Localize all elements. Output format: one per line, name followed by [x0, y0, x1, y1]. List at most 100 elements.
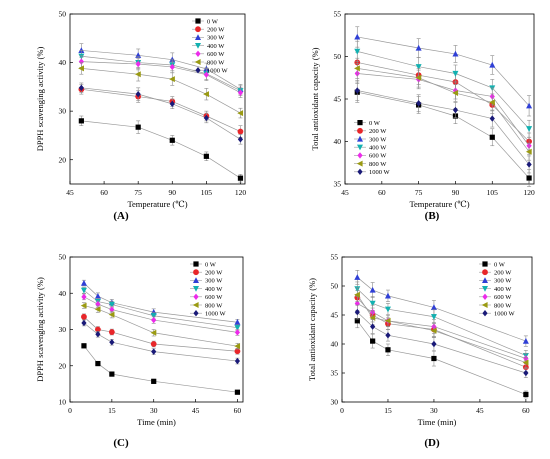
data-point: [526, 161, 532, 168]
y-tick-label: 35: [334, 180, 342, 189]
data-point: [452, 90, 459, 97]
legend-label: 800 W: [369, 161, 387, 168]
data-point: [384, 292, 391, 299]
x-tick-label: 60: [100, 188, 108, 197]
legend-marker: [357, 144, 363, 151]
legend-label: 400 W: [205, 286, 223, 293]
y-axis-label: DPPH scavenging activity (%): [35, 277, 45, 382]
data-series: [81, 293, 241, 336]
panel-label: (A): [113, 210, 129, 222]
legend-label: 0 W: [205, 261, 217, 268]
x-tick-label: 60: [378, 188, 386, 197]
data-series: [354, 57, 532, 161]
data-series: [354, 270, 529, 347]
data-point: [203, 114, 209, 122]
y-tick-label: 50: [334, 52, 342, 61]
x-tick-label: 15: [108, 406, 116, 415]
x-tick-label: 60: [234, 406, 242, 415]
y-tick-label: 40: [59, 289, 67, 298]
y-tick-label: 50: [59, 10, 67, 19]
y-axis-label: Total antioxidant capacity (%): [310, 47, 320, 150]
data-point: [354, 308, 360, 316]
data-series: [78, 55, 244, 98]
x-tick-label: 0: [340, 406, 344, 415]
series-line: [81, 87, 241, 140]
x-tick-label: 45: [476, 406, 484, 415]
data-point: [354, 87, 360, 94]
data-point: [151, 378, 157, 384]
y-tick-label: 55: [331, 253, 339, 262]
data-point: [95, 331, 101, 338]
data-point: [523, 369, 529, 377]
data-series: [78, 62, 244, 119]
data-point: [430, 304, 437, 311]
y-tick-label: 35: [331, 369, 339, 378]
legend-label: 600 W: [369, 153, 387, 160]
data-point: [431, 340, 437, 348]
data-point: [522, 359, 529, 366]
legend-label: 800 W: [205, 302, 223, 309]
data-point: [415, 44, 422, 51]
series-line: [81, 88, 241, 132]
data-point: [452, 50, 459, 57]
legend-marker: [193, 261, 199, 267]
legend-marker: [195, 18, 201, 24]
y-tick-label: 40: [334, 137, 342, 146]
x-tick-label: 45: [192, 406, 200, 415]
data-point: [354, 291, 360, 298]
data-point: [526, 175, 532, 181]
x-tick-label: 30: [430, 406, 438, 415]
plot-frame: [341, 256, 533, 403]
x-tick-label: 60: [522, 406, 530, 415]
data-series: [80, 287, 241, 331]
series-line: [81, 120, 241, 179]
legend-marker: [482, 277, 488, 283]
data-point: [354, 48, 361, 55]
data-point: [234, 319, 241, 325]
x-tick-label: 90: [169, 188, 177, 197]
data-point: [108, 301, 115, 308]
y-tick-label: 10: [59, 398, 67, 407]
legend-label: 600 W: [494, 294, 512, 301]
legend-label: 200 W: [205, 270, 223, 277]
legend-marker: [192, 302, 199, 308]
data-series: [80, 302, 241, 350]
data-point: [95, 360, 101, 367]
data-point: [151, 348, 157, 355]
legend-marker: [357, 168, 363, 175]
x-axis-label: Temperature (℃): [409, 199, 469, 209]
data-point: [354, 33, 361, 40]
legend-marker: [195, 34, 201, 40]
data-point: [384, 317, 391, 324]
data-point: [135, 90, 141, 98]
data-point: [81, 319, 87, 327]
x-tick-label: 120: [523, 188, 535, 197]
data-point: [384, 306, 391, 313]
panel-label: (B): [425, 210, 440, 222]
data-point: [522, 337, 529, 344]
data-point: [203, 153, 209, 159]
legend-marker: [195, 26, 201, 33]
legend-marker: [482, 293, 488, 300]
y-axis-label: Total antioxidant capacity (%): [307, 278, 317, 381]
data-point: [150, 313, 157, 319]
legend-marker: [193, 310, 199, 317]
data-point: [370, 323, 376, 330]
legend-label: 300 W: [205, 278, 223, 285]
data-point: [430, 314, 437, 320]
data-point: [169, 76, 175, 83]
legend-marker: [195, 50, 201, 57]
data-point: [415, 74, 422, 81]
legend-label: 300 W: [207, 35, 225, 42]
data-point: [80, 287, 87, 294]
y-tick-label: 45: [331, 311, 339, 320]
x-tick-label: 0: [68, 406, 72, 415]
legend-label: 1000 W: [207, 68, 229, 75]
data-point: [94, 306, 101, 313]
data-point: [150, 329, 157, 336]
legend-marker: [357, 120, 363, 126]
data-point: [78, 118, 84, 124]
data-point: [150, 341, 157, 347]
